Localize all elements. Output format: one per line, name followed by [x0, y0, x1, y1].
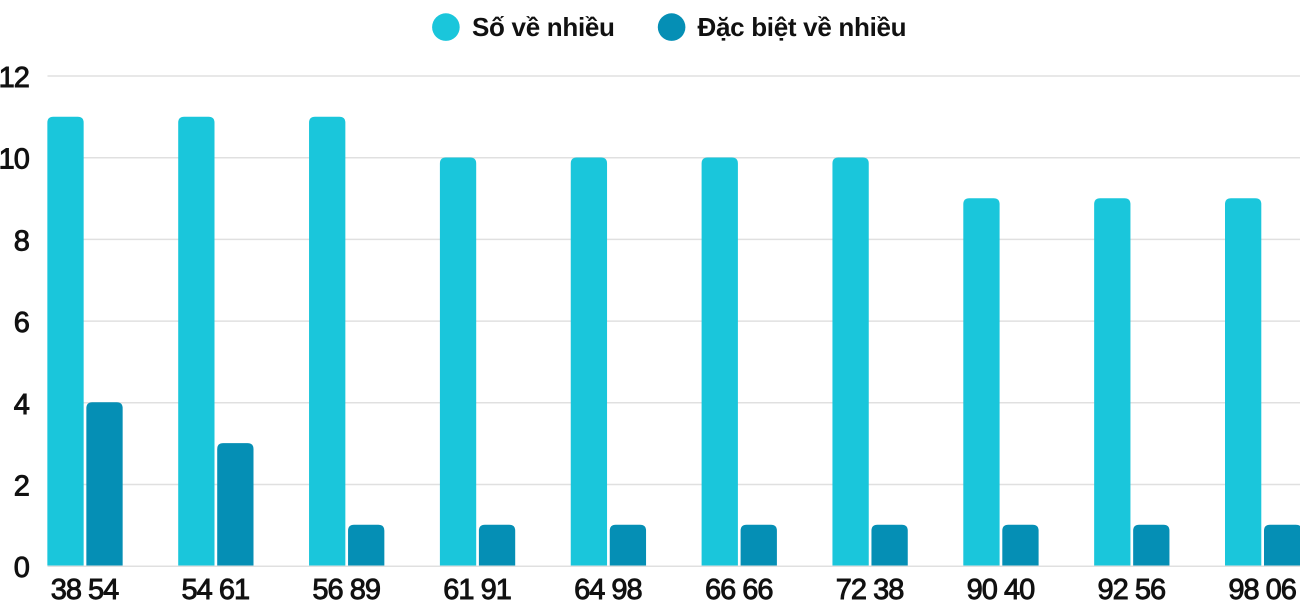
svg-text:Số về nhiều: Số về nhiều	[472, 12, 615, 42]
svg-text:10: 10	[0, 144, 29, 176]
svg-text:98 06: 98 06	[1228, 574, 1296, 600]
svg-text:12: 12	[0, 62, 29, 94]
svg-text:56 89: 56 89	[312, 574, 380, 600]
svg-text:54 61: 54 61	[182, 574, 250, 600]
svg-text:0: 0	[14, 552, 29, 584]
svg-text:64 98: 64 98	[574, 574, 642, 600]
svg-text:4: 4	[14, 389, 30, 421]
svg-text:61 91: 61 91	[443, 574, 511, 600]
svg-text:90 40: 90 40	[967, 574, 1035, 600]
svg-text:8: 8	[14, 225, 29, 257]
svg-text:72 38: 72 38	[836, 574, 904, 600]
svg-text:Đặc biệt về nhiều: Đặc biệt về nhiều	[698, 12, 907, 42]
svg-text:66 66: 66 66	[705, 574, 773, 600]
svg-text:2: 2	[14, 471, 29, 503]
svg-text:92 56: 92 56	[1098, 574, 1166, 600]
svg-text:6: 6	[14, 307, 29, 339]
svg-text:38 54: 38 54	[51, 574, 119, 600]
